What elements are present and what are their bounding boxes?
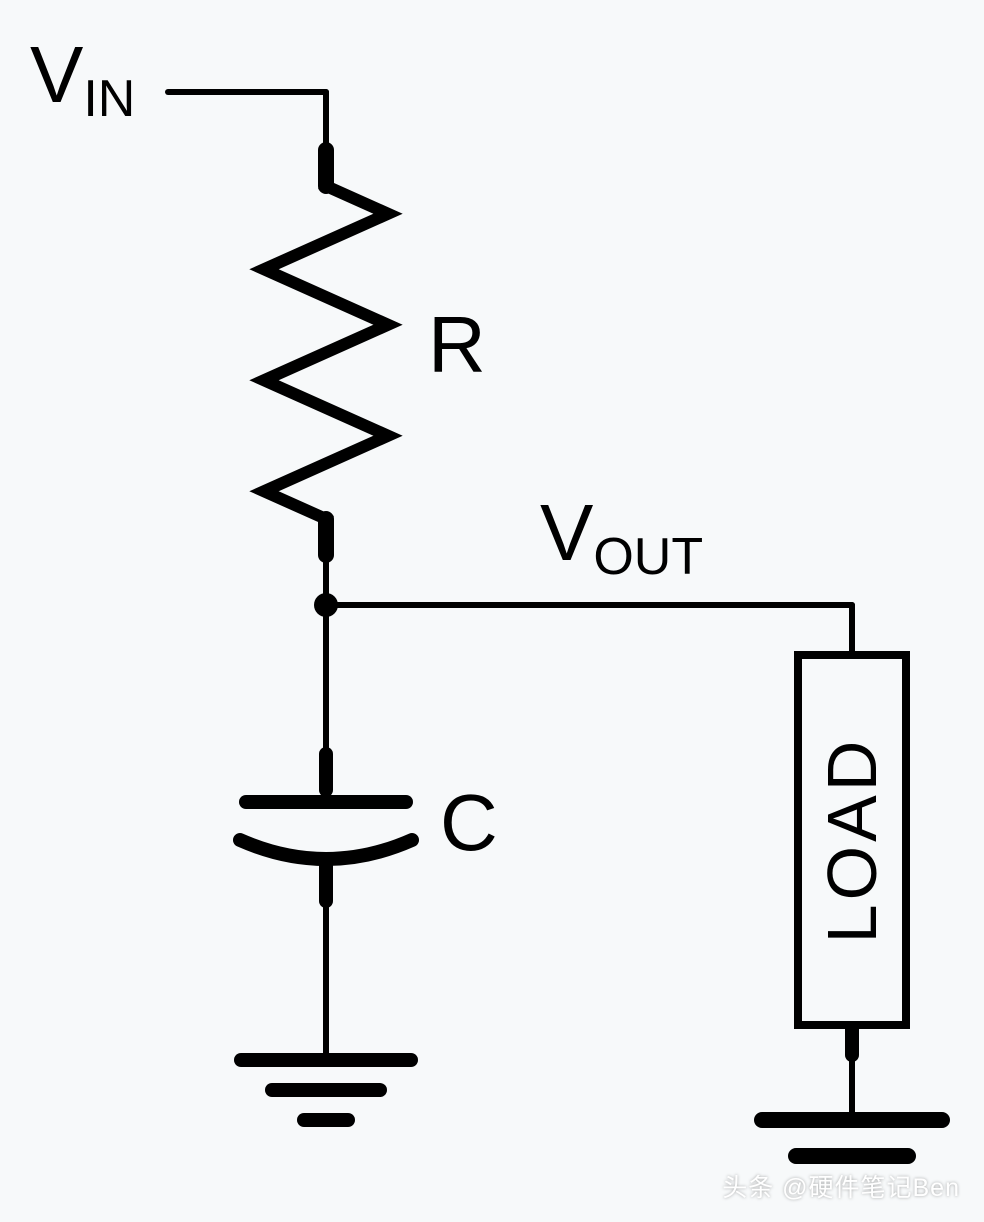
load-label: LOAD [813,737,891,944]
wires [168,92,852,1120]
ground-symbol-capacitor [241,1060,411,1120]
capacitor-label: C [440,778,498,867]
circuit-diagram: VIN VOUT R C LOAD [0,0,984,1222]
text-labels: VIN VOUT R C LOAD [30,30,891,943]
resistor-label: R [428,300,486,389]
capacitor-component [240,802,412,859]
vin-label: VIN [30,30,135,128]
watermark-text: 头条 @硬件笔记Ben [722,1168,960,1204]
junction-node [314,593,338,617]
resistor-component [264,186,388,519]
ground-symbol-load [762,1120,942,1156]
vout-label: VOUT [540,488,703,586]
